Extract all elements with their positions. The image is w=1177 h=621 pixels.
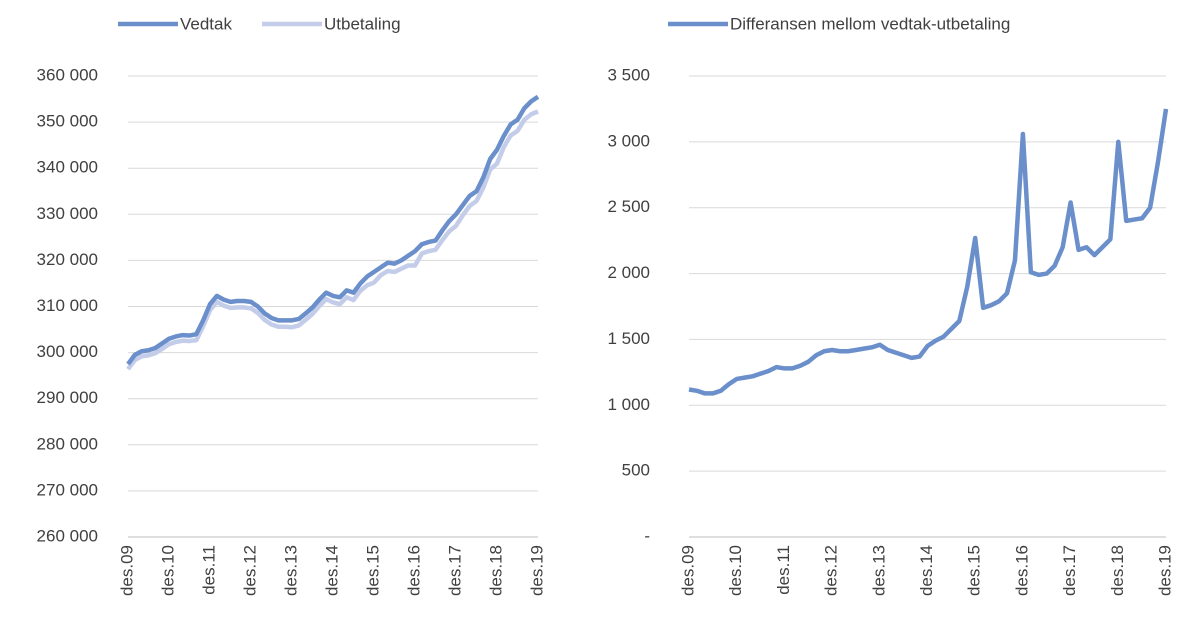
x-tick-label: des.18 [1108, 545, 1127, 596]
y-tick-label: 350 000 [37, 112, 98, 131]
x-tick-label: des.17 [445, 545, 464, 596]
legend-label: Utbetaling [324, 14, 401, 33]
legend-label: Vedtak [180, 14, 232, 33]
series-line [126, 109, 539, 371]
y-tick-label: 500 [622, 461, 650, 480]
series-line [688, 108, 1169, 396]
y-tick-label: 300 000 [37, 342, 98, 361]
y-tick-label: 330 000 [37, 204, 98, 223]
y-tick-label: 260 000 [37, 526, 98, 545]
x-tick-label: des.14 [917, 545, 936, 596]
y-tick-label: 340 000 [37, 158, 98, 177]
y-tick-label: 1 000 [607, 395, 650, 414]
x-tick-label: des.16 [404, 545, 423, 596]
x-tick-label: des.17 [1060, 545, 1079, 596]
y-tick-label: - [644, 526, 650, 545]
x-tick-label: des.10 [158, 545, 177, 596]
x-tick-label: des.19 [1155, 545, 1174, 596]
x-tick-label: des.12 [240, 545, 259, 596]
series-line [126, 94, 540, 366]
x-tick-label: des.15 [363, 545, 382, 596]
x-tick-label: des.12 [822, 545, 841, 596]
x-tick-label: des.15 [965, 545, 984, 596]
x-tick-label: des.19 [527, 545, 546, 596]
x-tick-label: des.16 [1012, 545, 1031, 596]
x-tick-label: des.13 [281, 545, 300, 596]
x-tick-label: des.09 [678, 545, 697, 596]
x-tick-label: des.10 [726, 545, 745, 596]
x-tick-label: des.09 [117, 545, 136, 596]
y-tick-label: 2 500 [607, 197, 650, 216]
y-tick-label: 3 500 [607, 65, 650, 84]
y-tick-label: 1 500 [607, 329, 650, 348]
x-tick-label: des.14 [322, 545, 341, 596]
y-tick-label: 2 000 [607, 263, 650, 282]
legend-label: Differansen mellom vedtak-utbetaling [730, 14, 1010, 33]
x-tick-label: des.18 [486, 545, 505, 596]
y-tick-label: 290 000 [37, 388, 98, 407]
y-tick-label: 3 000 [607, 131, 650, 150]
x-tick-label: des.13 [869, 545, 888, 596]
x-tick-label: des.11 [774, 545, 793, 595]
y-tick-label: 310 000 [37, 296, 98, 315]
y-tick-label: 280 000 [37, 434, 98, 453]
x-tick-label: des.11 [199, 545, 218, 595]
y-tick-label: 270 000 [37, 480, 98, 499]
y-tick-label: 360 000 [37, 65, 98, 84]
y-tick-label: 320 000 [37, 250, 98, 269]
